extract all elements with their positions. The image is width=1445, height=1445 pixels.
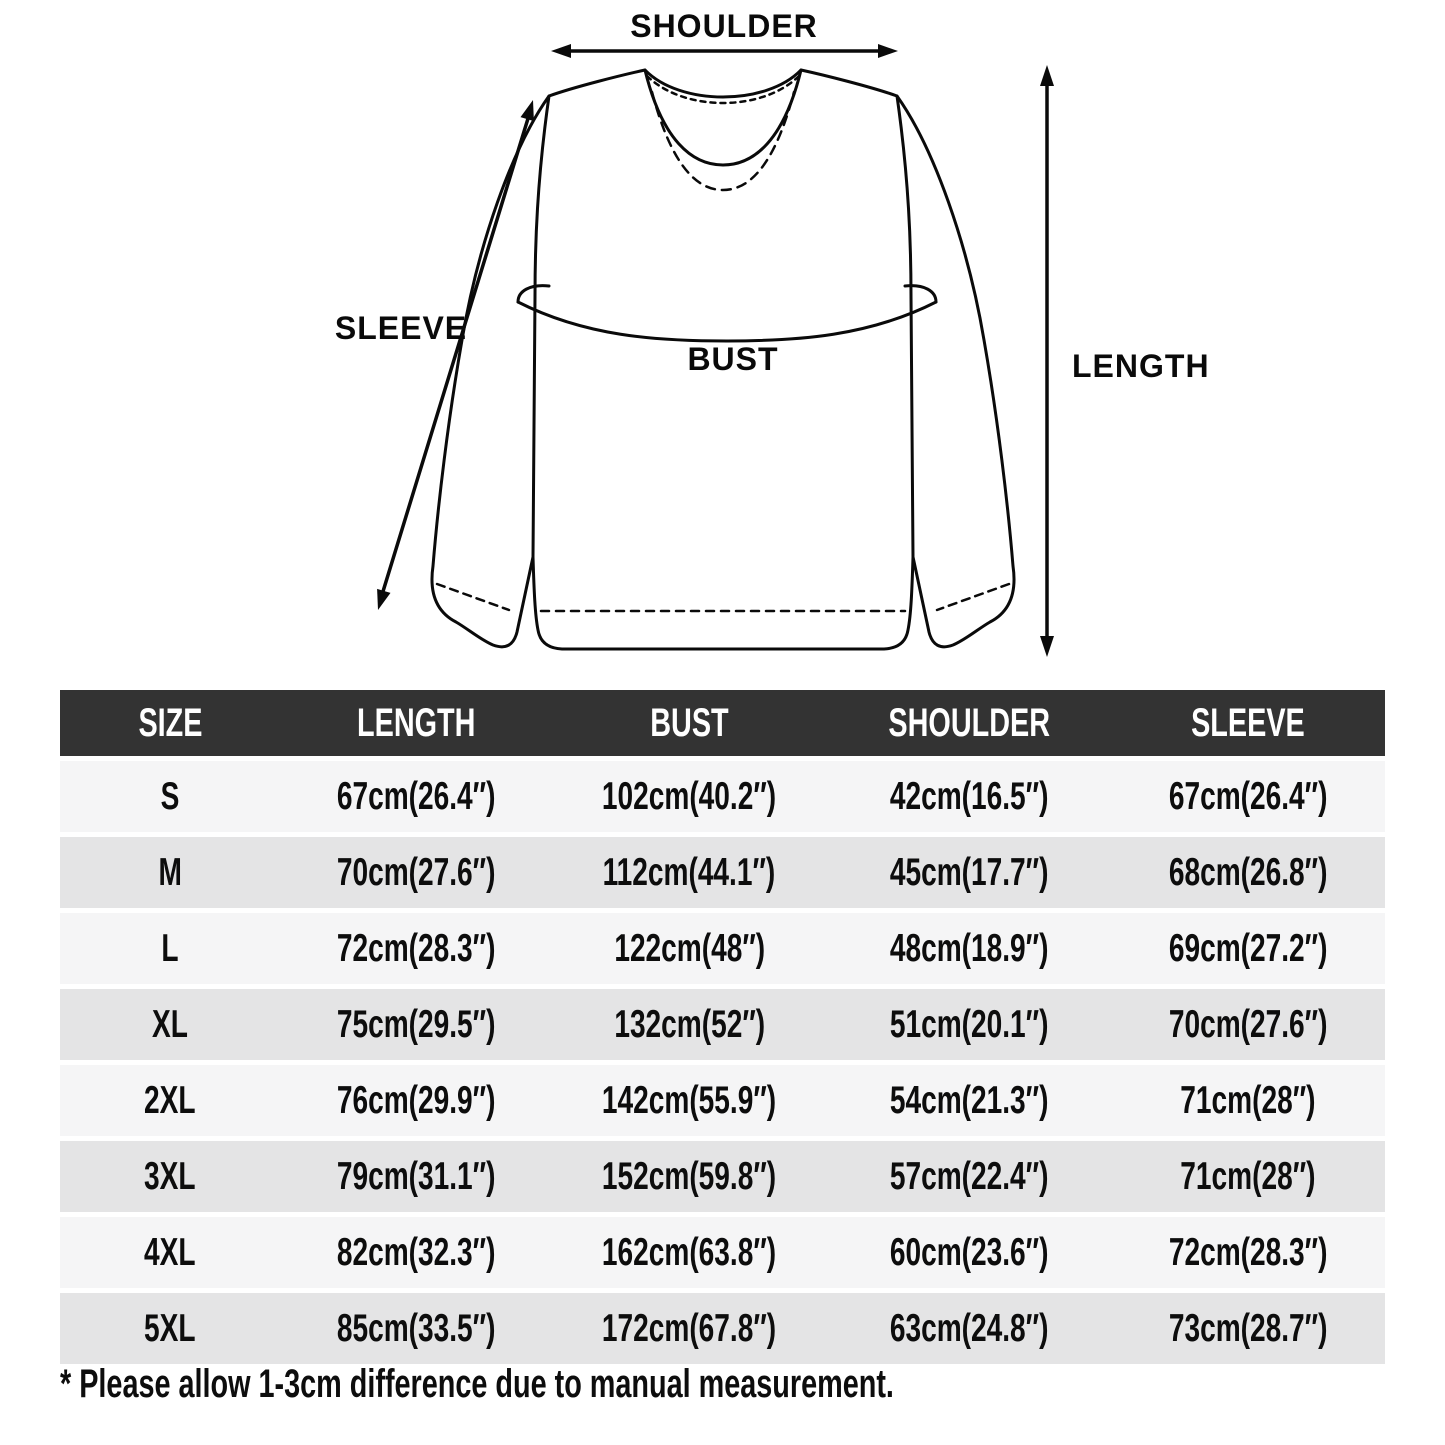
table-row: 5XL 85cm(33.5″) 172cm(67.8″) 63cm(24.8″)… [60,1293,1385,1364]
table-row: L 72cm(28.3″) 122cm(48″) 48cm(18.9″) 69c… [60,913,1385,984]
cell-shoulder: 48cm(18.9″) [827,913,1111,984]
cell-bust: 122cm(48″) [551,913,828,984]
table-row: XL 75cm(29.5″) 132cm(52″) 51cm(20.1″) 70… [60,989,1385,1060]
header-sleeve: SLEEVE [1110,690,1385,756]
length-label: LENGTH [1072,348,1210,384]
cell-bust: 142cm(55.9″) [551,1065,828,1136]
shoulder-label: SHOULDER [630,8,818,44]
cell-bust: 162cm(63.8″) [551,1217,828,1288]
cell-length: 75cm(29.5″) [279,989,552,1060]
cell-size: 5XL [60,1293,280,1364]
cell-sleeve: 69cm(27.2″) [1110,913,1385,984]
shoulder-arrow [551,44,898,58]
bust-ellipse [516,284,938,343]
cell-shoulder: 51cm(20.1″) [827,989,1111,1060]
sweater-outline [430,68,1016,651]
sweater-diagram-svg [377,44,1054,657]
cell-size: L [60,913,280,984]
cell-shoulder: 54cm(21.3″) [827,1065,1111,1136]
length-arrow [1040,65,1054,657]
table-row: 3XL 79cm(31.1″) 152cm(59.8″) 57cm(22.4″)… [60,1141,1385,1212]
cell-size: 2XL [60,1065,280,1136]
cell-length: 70cm(27.6″) [279,837,552,908]
header-shoulder: SHOULDER [827,690,1111,756]
cell-sleeve: 70cm(27.6″) [1110,989,1385,1060]
cell-size: XL [60,989,280,1060]
measurement-diagram: SHOULDER SLEEVE BUST LENGTH [0,0,1445,685]
table-header-row: SIZE LENGTH BUST SHOULDER SLEEVE [60,690,1385,756]
cell-shoulder: 42cm(16.5″) [827,761,1111,832]
cell-bust: 112cm(44.1″) [551,837,828,908]
table-row: S 67cm(26.4″) 102cm(40.2″) 42cm(16.5″) 6… [60,761,1385,832]
cell-sleeve: 71cm(28″) [1110,1065,1385,1136]
cell-bust: 152cm(59.8″) [551,1141,828,1212]
bust-label: BUST [687,341,779,377]
table-row: 2XL 76cm(29.9″) 142cm(55.9″) 54cm(21.3″)… [60,1065,1385,1136]
cell-shoulder: 60cm(23.6″) [827,1217,1111,1288]
header-bust: BUST [551,690,828,756]
cell-length: 72cm(28.3″) [279,913,552,984]
cell-length: 82cm(32.3″) [279,1217,552,1288]
sleeve-label: SLEEVE [334,310,468,346]
cell-sleeve: 73cm(28.7″) [1110,1293,1385,1364]
size-table: SIZE LENGTH BUST SHOULDER SLEEVE S 67cm(… [60,685,1385,1369]
cell-length: 79cm(31.1″) [279,1141,552,1212]
cell-size: S [60,761,280,832]
cell-sleeve: 71cm(28″) [1110,1141,1385,1212]
cell-size: M [60,837,280,908]
measurement-disclaimer: * Please allow 1-3cm difference due to m… [60,1362,894,1406]
cell-shoulder: 57cm(22.4″) [827,1141,1111,1212]
table-row: M 70cm(27.6″) 112cm(44.1″) 45cm(17.7″) 6… [60,837,1385,908]
collar-stitch-top [645,74,801,105]
cell-bust: 102cm(40.2″) [551,761,828,832]
left-cuff-stitch [435,582,511,612]
cell-bust: 172cm(67.8″) [551,1293,828,1364]
header-size: SIZE [60,690,280,756]
cell-sleeve: 67cm(26.4″) [1110,761,1385,832]
cell-length: 85cm(33.5″) [279,1293,552,1364]
cell-shoulder: 63cm(24.8″) [827,1293,1111,1364]
cell-sleeve: 72cm(28.3″) [1110,1217,1385,1288]
cell-size: 3XL [60,1141,280,1212]
cell-shoulder: 45cm(17.7″) [827,837,1111,908]
cell-length: 76cm(29.9″) [279,1065,552,1136]
cell-sleeve: 68cm(26.8″) [1110,837,1385,908]
header-length: LENGTH [279,690,552,756]
cell-size: 4XL [60,1217,280,1288]
table-row: 4XL 82cm(32.3″) 162cm(63.8″) 60cm(23.6″)… [60,1217,1385,1288]
sleeve-arrow [377,100,534,610]
cell-length: 67cm(26.4″) [279,761,552,832]
collar-stitch-bottom [650,90,796,192]
right-cuff-stitch [935,582,1011,612]
cell-bust: 132cm(52″) [551,989,828,1060]
front-neckline [643,68,803,167]
